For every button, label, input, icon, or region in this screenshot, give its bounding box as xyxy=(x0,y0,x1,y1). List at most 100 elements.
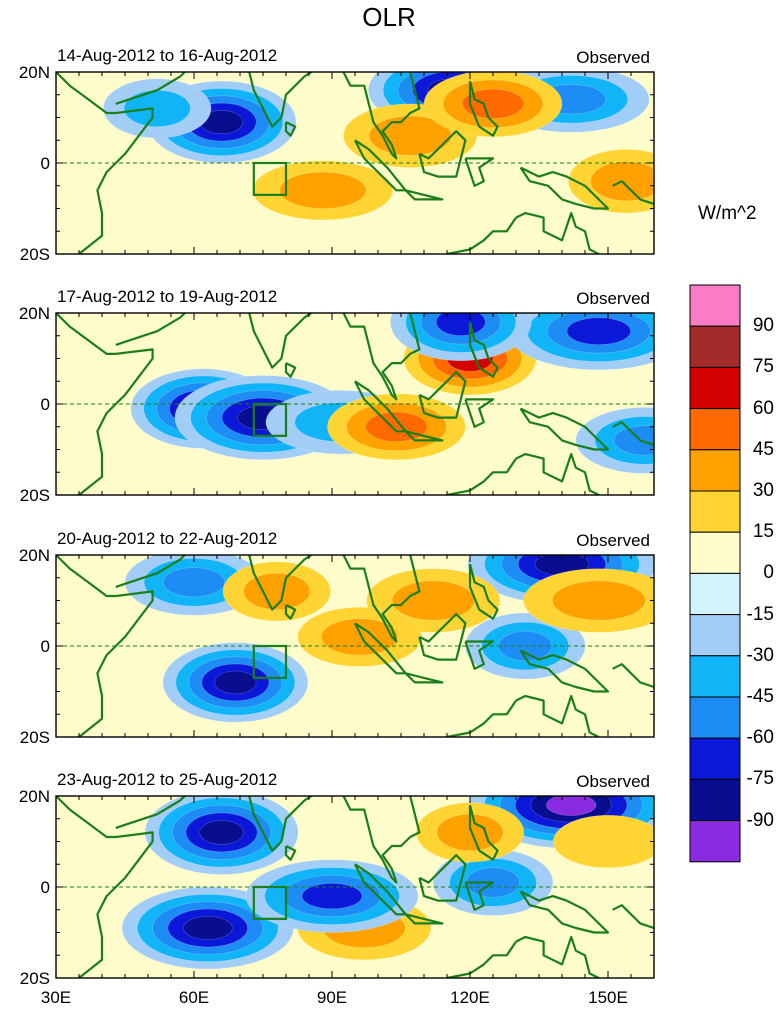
colorbar-swatch xyxy=(689,490,741,533)
anomaly-feature xyxy=(568,149,654,214)
coastline xyxy=(56,72,154,254)
axis-ticks xyxy=(55,312,655,496)
colorbar-swatch xyxy=(689,408,741,451)
lat-label: 20N xyxy=(19,63,50,82)
contour-level xyxy=(163,567,226,598)
colorbar-swatch xyxy=(689,737,741,780)
contour-level xyxy=(552,815,654,868)
coastline xyxy=(354,863,407,916)
coastline xyxy=(446,216,517,254)
coastlines xyxy=(56,796,654,978)
contour-level xyxy=(199,820,244,845)
coastline xyxy=(464,881,495,911)
coastline xyxy=(115,72,187,105)
coastline xyxy=(612,180,654,205)
coastline xyxy=(468,563,499,620)
colorbar-label: -45 xyxy=(746,686,774,707)
lon-label: 150E xyxy=(588,988,628,1007)
anomaly-feature xyxy=(390,313,532,362)
colorbar-swatch xyxy=(689,531,741,574)
colorbar-label: 45 xyxy=(752,438,774,460)
coastline xyxy=(404,913,444,925)
coastline xyxy=(354,139,407,192)
map-panel: 20N 0 20S 14-Aug-2012 to 16-Aug-2012 Observe… xyxy=(19,46,655,264)
coastlines xyxy=(56,555,654,737)
reference-box xyxy=(252,644,288,679)
chart-title: OLR xyxy=(362,2,416,32)
olr-field xyxy=(56,555,654,737)
coastline xyxy=(515,935,600,978)
colorbar-swatch xyxy=(689,572,741,616)
anomaly-feature xyxy=(124,555,264,616)
lat-label: 20S xyxy=(20,728,50,747)
coastline xyxy=(519,890,610,934)
anomaly-feature xyxy=(327,393,466,461)
coastline xyxy=(464,398,495,428)
anomaly-feature xyxy=(245,859,419,933)
anomaly-feature xyxy=(523,568,654,633)
coastline xyxy=(342,72,421,160)
colorbar-swatch xyxy=(689,614,741,657)
colorbar xyxy=(689,284,741,863)
coastline xyxy=(468,80,499,137)
coastline xyxy=(342,555,421,643)
contour-level xyxy=(613,425,654,456)
map-panel: 20N 0 20S 20-Aug-2012 to 22-Aug-2012 Observe… xyxy=(19,529,655,747)
colorbar-label: -15 xyxy=(746,603,774,625)
coastline xyxy=(245,796,314,852)
lat-label: 0 xyxy=(41,878,50,897)
colorbar-label: -60 xyxy=(746,727,774,749)
coastline xyxy=(464,640,495,670)
coastline xyxy=(245,555,314,611)
colorbar-swatch xyxy=(689,366,741,410)
coastline xyxy=(115,313,187,346)
colorbar-swatch xyxy=(689,284,741,327)
anomaly-feature xyxy=(297,607,422,667)
axis-ticks xyxy=(55,795,655,979)
lat-label: 0 xyxy=(41,637,50,656)
coastline xyxy=(284,362,297,378)
coastline xyxy=(515,453,600,495)
panel-date-range: 23-Aug-2012 to 25-Aug-2012 xyxy=(57,770,277,789)
lat-label: 0 xyxy=(41,154,50,173)
contour-level xyxy=(183,915,233,940)
coastlines xyxy=(56,72,654,254)
contour-level xyxy=(391,580,475,621)
coastlines xyxy=(56,313,654,495)
colorbar-label: 15 xyxy=(752,521,774,543)
anomaly-feature xyxy=(415,802,525,863)
colorbar-label: -75 xyxy=(746,768,774,790)
colorbar-label: 30 xyxy=(752,480,774,501)
colorbar-label: 90 xyxy=(752,315,774,337)
anomaly-feature xyxy=(575,407,654,474)
coastline xyxy=(404,430,444,442)
coastline xyxy=(468,321,499,378)
coastline xyxy=(418,130,467,178)
contour-level xyxy=(365,411,428,442)
coastline xyxy=(446,699,517,737)
anomaly-feature xyxy=(103,78,212,139)
colorbar-swatch xyxy=(689,449,741,492)
colorbar-swatch xyxy=(689,325,741,368)
coastline xyxy=(342,796,421,884)
anomaly-feature xyxy=(252,160,394,221)
panel-date-range: 17-Aug-2012 to 19-Aug-2012 xyxy=(57,287,277,306)
coastline xyxy=(519,166,610,210)
coastline xyxy=(56,313,154,495)
lat-label: 20N xyxy=(19,787,50,806)
lon-label: 90E xyxy=(317,988,347,1007)
coastline xyxy=(284,845,297,861)
coastline xyxy=(515,694,600,737)
lat-label: 20N xyxy=(19,546,50,565)
anomaly-feature xyxy=(121,886,294,970)
axis-ticks xyxy=(55,71,655,255)
contour-level xyxy=(552,580,646,621)
coastline xyxy=(515,212,600,254)
coastline xyxy=(115,555,187,588)
coastline xyxy=(468,804,499,861)
anomaly-feature xyxy=(423,72,563,138)
map-panels: 20N 0 20S 14-Aug-2012 to 16-Aug-2012 Observe… xyxy=(19,46,655,1007)
colorbar-label: 75 xyxy=(752,356,774,378)
colorbar-label: -90 xyxy=(746,809,774,831)
colorbar-swatch xyxy=(689,655,741,698)
